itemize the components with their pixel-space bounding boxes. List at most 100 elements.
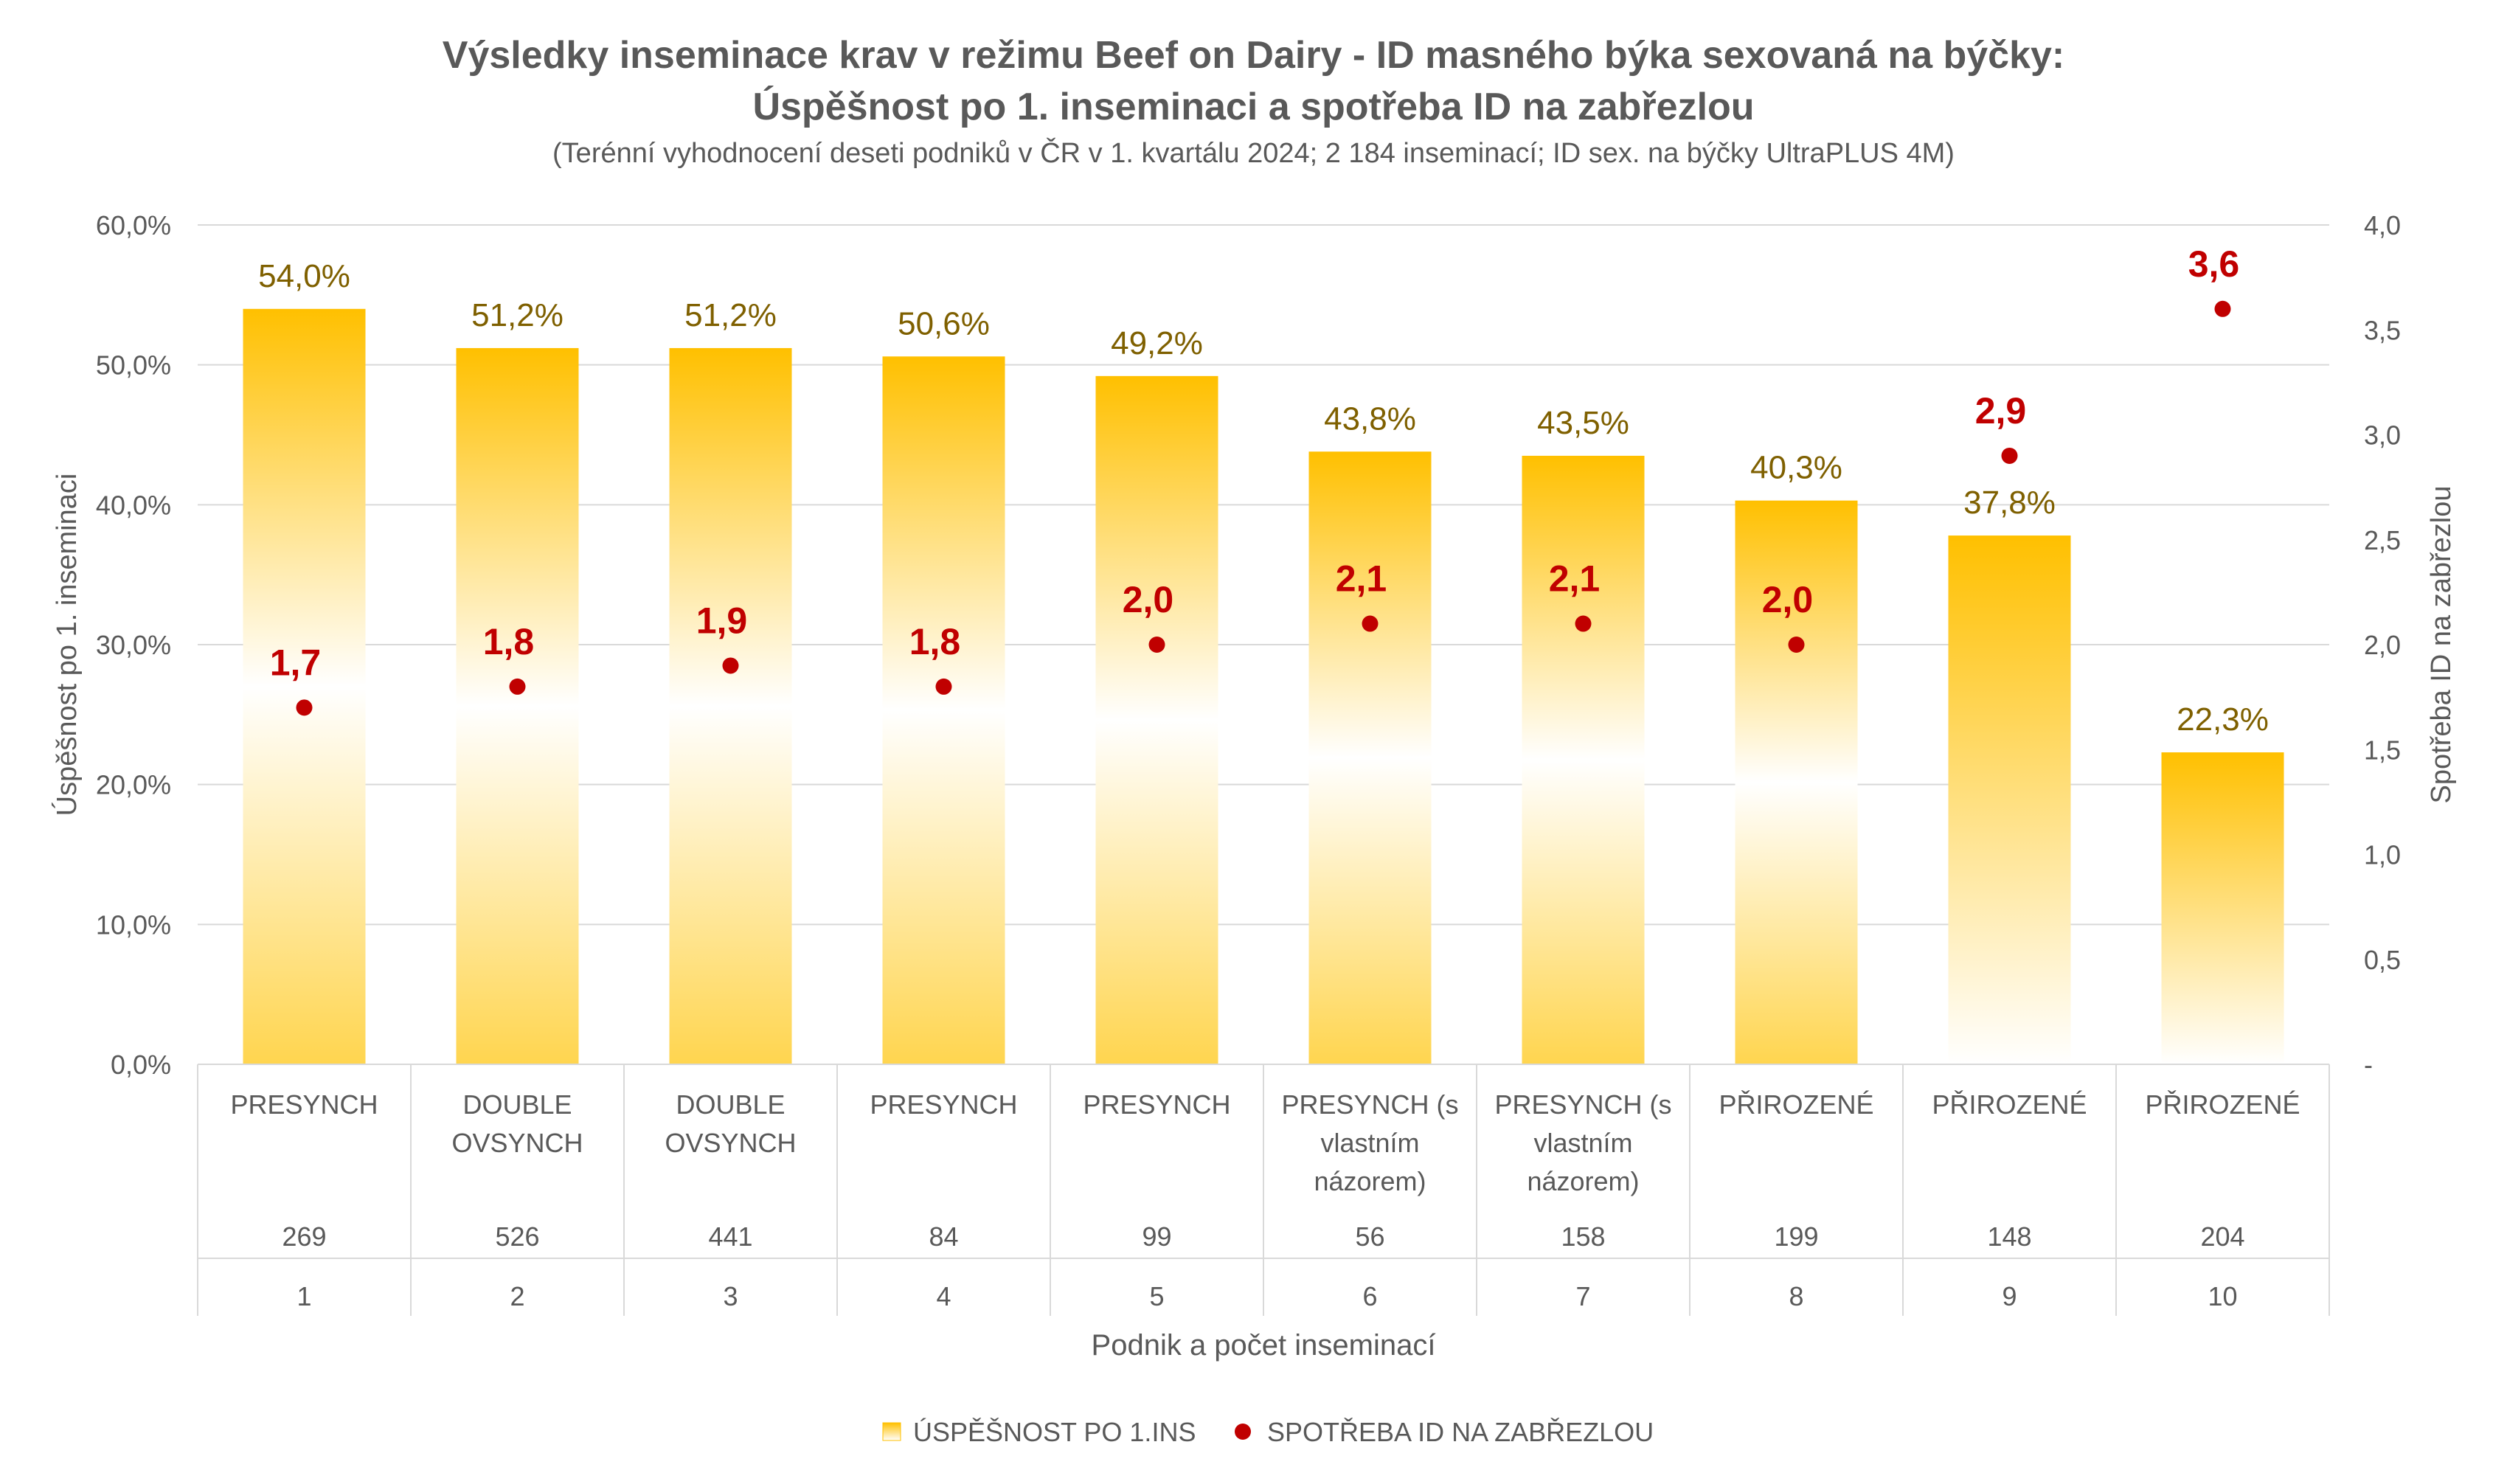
bar-data-label: 50,6% [898, 305, 990, 341]
scatter-point [935, 678, 952, 695]
scatter-point [2001, 447, 2018, 464]
y2-tick-label: 3,0 [2364, 420, 2401, 451]
category-program-label: OVSYNCH [665, 1128, 796, 1158]
legend-point-label: SPOTŘEBA ID NA ZABŘEZLOU [1267, 1417, 1654, 1447]
category-id-label: 10 [2208, 1281, 2237, 1311]
category-program-label: PRESYNCH (s [1281, 1089, 1458, 1120]
category-program-label: DOUBLE [676, 1089, 785, 1120]
bar [2161, 752, 2284, 1064]
y-tick-label: 10,0% [96, 909, 171, 940]
scatter-point [1362, 615, 1379, 632]
bar [456, 347, 579, 1064]
y2-tick-label: 4,0 [2364, 210, 2401, 240]
scatter-point [1148, 637, 1165, 653]
bar-data-label: 43,5% [1537, 405, 1629, 441]
title-block: Výsledky inseminace krav v režimu Beef o… [0, 30, 2507, 174]
bar-data-label: 37,8% [1963, 485, 2056, 521]
category-count-label: 526 [495, 1221, 539, 1252]
bar [1735, 500, 1858, 1064]
category-id-label: 2 [510, 1281, 524, 1311]
y2-tick-label: 2,5 [2364, 525, 2401, 555]
bar [882, 356, 1005, 1065]
y2-axis-title: Spotřeba ID na zabřezlou [2426, 486, 2457, 804]
point-data-label: 1,8 [483, 621, 535, 662]
y-tick-label: 20,0% [96, 770, 171, 800]
bar-data-label: 51,2% [684, 297, 777, 333]
point-data-label: 1,8 [909, 621, 961, 662]
category-id-label: 5 [1149, 1281, 1164, 1311]
legend-bar-label: ÚSPĚŠNOST PO 1.INS [913, 1417, 1196, 1447]
category-program-label: vlastním [1533, 1128, 1632, 1158]
point-data-label: 1,7 [270, 642, 322, 683]
category-program-label: DOUBLE [462, 1089, 572, 1120]
category-id-label: 7 [1575, 1281, 1590, 1311]
category-id-label: 4 [936, 1281, 951, 1311]
y2-tick-label: 0,5 [2364, 945, 2401, 975]
bar-data-label: 43,8% [1324, 401, 1416, 437]
category-count-label: 84 [929, 1221, 958, 1252]
y2-tick-label: 1,5 [2364, 735, 2401, 765]
y2-tick-label: 2,0 [2364, 630, 2401, 660]
scatter-point [1788, 637, 1805, 653]
y-tick-label: 40,0% [96, 490, 171, 520]
category-id-label: 1 [297, 1281, 311, 1311]
category-count-label: 99 [1142, 1221, 1171, 1252]
bar-data-label: 51,2% [471, 297, 564, 333]
y-tick-label: 60,0% [96, 210, 171, 240]
scatter-point [296, 699, 313, 716]
point-data-label: 1,9 [696, 600, 748, 641]
scatter-point [509, 678, 526, 695]
category-program-label: PŘIROZENÉ [1719, 1089, 1873, 1120]
category-count-label: 441 [708, 1221, 752, 1252]
point-data-label: 2,0 [1762, 579, 1814, 620]
chart-note: (Terénní vyhodnocení deseti podniků v ČR… [552, 138, 1955, 169]
point-data-label: 2,0 [1123, 579, 1174, 620]
category-program-label: PŘIROZENÉ [1932, 1089, 2087, 1120]
legend-bar-swatch [882, 1422, 901, 1441]
y2-tick-label: - [2364, 1050, 2373, 1080]
bar-data-label: 49,2% [1111, 325, 1203, 361]
category-program-label: vlastním [1320, 1128, 1419, 1158]
y2-tick-label: 1,0 [2364, 840, 2401, 870]
y2-tick-label: 3,5 [2364, 315, 2401, 345]
category-program-label: názorem) [1314, 1166, 1426, 1196]
category-program-label: PRESYNCH [1083, 1089, 1230, 1120]
bar [1948, 535, 2071, 1064]
y-tick-label: 30,0% [96, 630, 171, 660]
y-tick-label: 0,0% [111, 1050, 171, 1080]
category-count-label: 158 [1561, 1221, 1605, 1252]
category-program-label: OVSYNCH [451, 1128, 583, 1158]
category-count-label: 199 [1774, 1221, 1818, 1252]
category-count-label: 204 [2200, 1221, 2244, 1252]
chart-title: Výsledky inseminace krav v režimu Beef o… [442, 34, 2065, 77]
category-program-label: PRESYNCH [230, 1089, 378, 1120]
category-count-label: 269 [282, 1221, 326, 1252]
y-axis-title: Úspěšnost po 1. inseminaci [51, 474, 83, 816]
point-data-label: 2,1 [1549, 558, 1601, 600]
category-id-label: 3 [723, 1281, 738, 1311]
bar [1308, 451, 1432, 1064]
legend-point-swatch [1235, 1424, 1251, 1440]
scatter-point [1575, 615, 1592, 632]
scatter-point [2214, 300, 2231, 317]
category-id-label: 9 [2002, 1281, 2017, 1311]
bar [1522, 455, 1645, 1064]
category-program-label: PRESYNCH (s [1494, 1089, 1671, 1120]
category-id-label: 8 [1789, 1281, 1803, 1311]
y-tick-label: 50,0% [96, 350, 171, 381]
category-program-label: PŘIROZENÉ [2145, 1089, 2300, 1120]
point-data-label: 2,9 [1975, 390, 2027, 431]
category-count-label: 56 [1355, 1221, 1384, 1252]
x-axis-title: Podnik a počet inseminací [1092, 1329, 1436, 1362]
point-data-label: 2,1 [1336, 558, 1387, 600]
chart-subtitle: Úspěšnost po 1. inseminaci a spotřeba ID… [752, 86, 1755, 128]
bar-data-label: 54,0% [258, 258, 350, 294]
category-count-label: 148 [1987, 1221, 2031, 1252]
bar [1095, 375, 1218, 1065]
category-id-label: 6 [1362, 1281, 1377, 1311]
bar-data-label: 40,3% [1750, 450, 1842, 486]
scatter-point [722, 657, 739, 674]
bar-data-label: 22,3% [2177, 701, 2269, 738]
